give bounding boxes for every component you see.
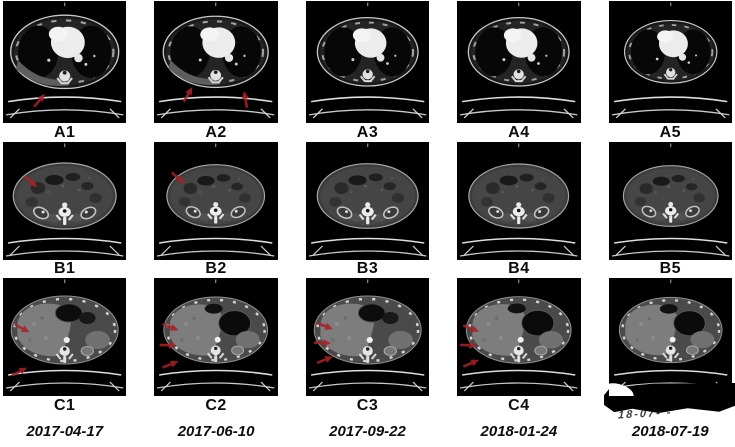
ct-scan-liver	[308, 279, 427, 392]
panel-label: B1	[3, 260, 126, 278]
annotation-arrow	[23, 175, 38, 188]
annotation-arrow	[162, 360, 179, 369]
panel-label-text: C3	[356, 397, 379, 414]
ct-scan-abdomen	[308, 143, 427, 257]
ct-image-a3	[305, 1, 430, 123]
panel-label-text: B5	[659, 260, 682, 277]
panel-label: C4	[457, 396, 580, 416]
panel-label-text: A5	[659, 123, 682, 141]
scan-date-text: 2017-09-22	[329, 423, 406, 440]
ct-scan-abdomen	[157, 143, 275, 257]
ct-image-b1	[3, 142, 127, 260]
panel-label-text: C2	[205, 397, 227, 414]
scan-date: 2017-09-22	[306, 416, 429, 447]
annotation-arrow	[462, 359, 480, 368]
annotation-arrow	[242, 90, 250, 108]
ct-scan-chest	[308, 2, 427, 119]
panel-label: C2	[154, 396, 277, 416]
scan-date: 2018-07-19	[609, 416, 732, 447]
scan-date-text: 2017-06-10	[177, 423, 255, 440]
panel-label-text: C1	[53, 397, 76, 414]
panel-label: A1	[3, 123, 126, 142]
scan-date-text: 2017-04-17	[26, 423, 104, 440]
annotation-arrow	[316, 356, 333, 364]
panel-label-text: A1	[53, 123, 76, 141]
ct-scan-chest	[460, 2, 578, 119]
panel-label: B3	[306, 260, 429, 278]
annotation-arrow	[171, 171, 185, 184]
annotation-arrow	[33, 93, 46, 108]
ct-scan-chest	[157, 2, 275, 119]
ct-image-b4	[457, 142, 581, 260]
panel-label-text: B2	[205, 260, 227, 277]
scan-date-text: 2018-01-24	[480, 423, 558, 440]
ct-scan-liver	[5, 279, 124, 392]
ct-scan-liver	[157, 279, 275, 392]
ct-image-b3	[305, 142, 430, 260]
ct-image-c2	[154, 278, 278, 396]
panel-label-text: B4	[508, 260, 530, 277]
panel-label: A2	[154, 123, 277, 142]
scan-date: 2017-06-10	[154, 416, 277, 447]
ct-image-c1	[3, 278, 127, 396]
panel-label: B5	[609, 260, 732, 278]
ct-image-b2	[154, 142, 278, 260]
panel-label-obscured: 18-07- -	[603, 383, 735, 421]
annotation-arrow	[11, 367, 28, 377]
scan-date: 2017-04-17	[3, 416, 126, 447]
ct-image-a1	[3, 1, 127, 123]
ct-scan-liver	[460, 279, 578, 392]
annotation-arrow	[159, 341, 178, 349]
annotation-arrow	[316, 321, 333, 330]
ct-scan-abdomen	[611, 143, 730, 257]
panel-label-text: B3	[356, 260, 379, 277]
panel-label-text: A3	[356, 123, 379, 141]
scan-date-text: 2018-07-19	[631, 423, 709, 440]
ct-image-a5	[608, 1, 732, 123]
ct-image-c3	[305, 278, 430, 396]
annotation-arrow	[162, 322, 179, 331]
panel-label-text: A4	[508, 123, 530, 141]
panel-label-text: C4	[508, 397, 530, 414]
panel-label: A3	[306, 123, 429, 142]
ct-image-c5	[608, 278, 732, 396]
panel-label: B4	[457, 260, 580, 278]
panel-label: C3	[306, 396, 429, 416]
panel-label-text: A2	[205, 123, 227, 141]
annotation-arrow	[183, 87, 193, 103]
ct-image-a4	[457, 1, 581, 123]
panel-label: A5	[609, 123, 732, 142]
annotation-arrow	[13, 323, 30, 333]
ct-image-a2	[154, 1, 278, 123]
annotation-arrow	[460, 341, 478, 349]
ct-scan-chest	[611, 2, 730, 119]
panel-label: C1	[3, 396, 126, 416]
ct-scan-abdomen	[460, 143, 578, 257]
ct-scan-liver	[611, 279, 730, 392]
ct-image-c4	[457, 278, 581, 396]
scan-date: 2018-01-24	[457, 416, 580, 447]
panel-label-text: B1	[53, 260, 76, 277]
ct-scan-chest	[5, 2, 124, 119]
ct-scan-abdomen	[5, 143, 124, 257]
panel-label: B2	[154, 260, 277, 278]
annotation-arrow	[462, 324, 480, 333]
panel-label: A4	[457, 123, 580, 142]
ct-image-b5	[608, 142, 732, 260]
annotation-arrow	[313, 339, 331, 347]
